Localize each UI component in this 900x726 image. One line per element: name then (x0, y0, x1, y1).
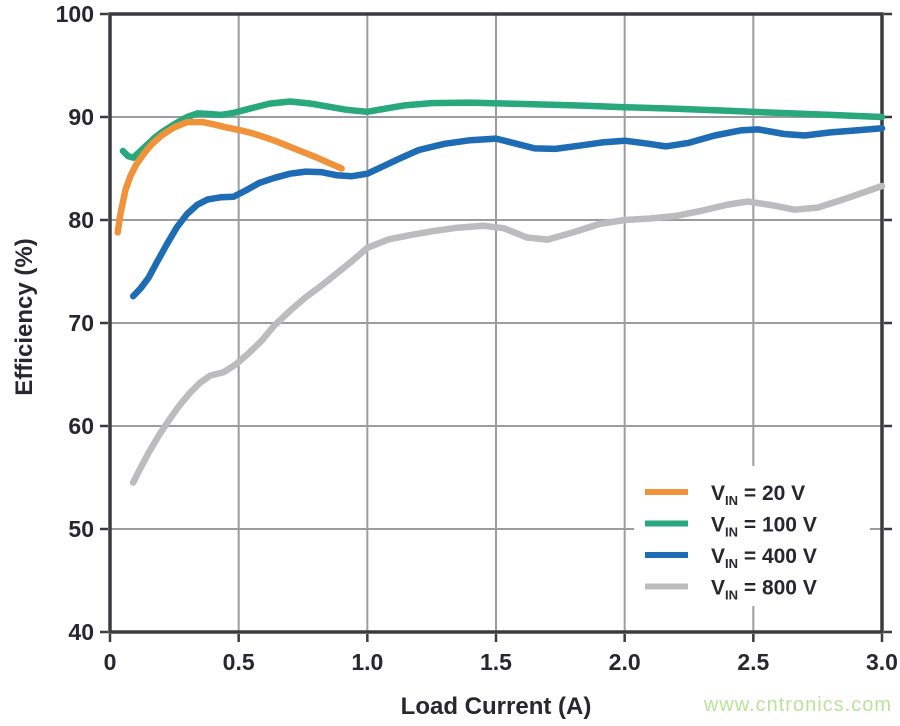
x-tick-label: 3.0 (866, 649, 898, 675)
legend-label-vin-100v: VIN = 100 V (711, 514, 817, 540)
y-tick-label: 60 (68, 413, 94, 439)
y-tick-label: 100 (56, 1, 94, 27)
y-tick-label: 70 (68, 310, 94, 336)
legend-item-vin-400v: VIN = 400 V (645, 545, 817, 571)
y-tick-label: 40 (68, 619, 94, 645)
series-line-vin-800v (129, 182, 886, 486)
watermark: www.cntronics.com (703, 694, 892, 716)
x-tick-label: 1.5 (480, 649, 512, 675)
y-tick-label: 50 (68, 516, 94, 542)
plot-frame (108, 12, 884, 634)
frame-layer (100, 12, 892, 642)
x-tick-label: 0 (104, 649, 117, 675)
tick-label-layer: 0 0.5 1.0 1.5 2.0 2.5 3.0 100 90 80 70 60 50 40 (56, 1, 898, 675)
series-line-vin-20v (114, 118, 345, 236)
x-tick-label: 2.0 (609, 649, 641, 675)
x-tick-label: 0.5 (223, 649, 255, 675)
y-tick-label: 90 (68, 104, 94, 130)
y-axis-title: Efficiency (%) (11, 238, 38, 395)
x-tick-label: 1.0 (351, 649, 383, 675)
series-layer (114, 98, 886, 486)
series-line-vin-400v (129, 125, 886, 300)
x-tick-label: 2.5 (737, 649, 769, 675)
x-axis-title: Load Current (A) (401, 693, 592, 720)
y-tick-label: 80 (68, 207, 94, 233)
legend-item-vin-100v: VIN = 100 V (645, 514, 817, 540)
